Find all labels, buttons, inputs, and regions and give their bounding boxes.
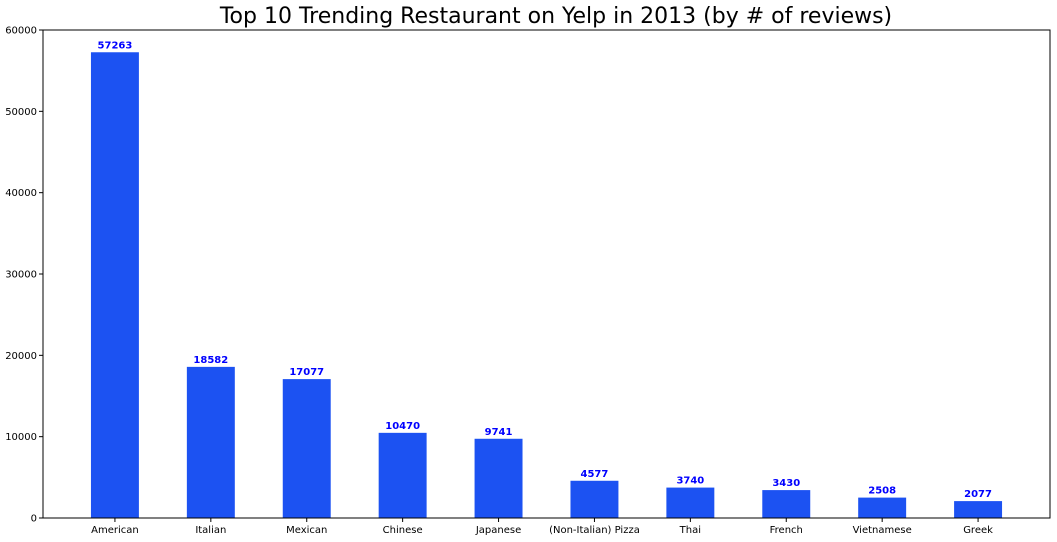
y-tick-label: 10000 bbox=[5, 432, 37, 443]
chart-title: Top 10 Trending Restaurant on Yelp in 20… bbox=[219, 4, 892, 29]
bar-chinese bbox=[378, 432, 427, 518]
bar-italian bbox=[186, 366, 235, 518]
x-tick-label: (Non-Italian) Pizza bbox=[549, 525, 640, 536]
bar-non-italian-pizza bbox=[570, 480, 619, 518]
x-ticks-layer: American Italian Mexican Chinese Japanese (No… bbox=[91, 518, 993, 536]
bar-value-label: 10470 bbox=[385, 421, 420, 432]
bar-japanese bbox=[474, 438, 523, 518]
x-tick-label: Mexican bbox=[286, 525, 327, 536]
bar-value-label: 17077 bbox=[289, 367, 324, 378]
y-tick-label: 0 bbox=[31, 514, 37, 525]
x-tick-label: Thai bbox=[679, 525, 701, 536]
bar-value-label: 4577 bbox=[581, 469, 609, 480]
x-tick-label: Chinese bbox=[383, 525, 423, 536]
x-tick-label: Vietnamese bbox=[853, 525, 912, 536]
bar-value-label: 3430 bbox=[772, 478, 800, 489]
y-tick-label: 40000 bbox=[5, 188, 37, 199]
x-tick-label: Greek bbox=[963, 525, 993, 536]
bar-value-label: 9741 bbox=[485, 427, 513, 438]
bar-value-label: 18582 bbox=[193, 355, 228, 366]
x-tick-label: Japanese bbox=[475, 525, 521, 536]
bar-french bbox=[762, 490, 811, 518]
y-tick-label: 30000 bbox=[5, 270, 37, 281]
x-tick-label: French bbox=[770, 525, 803, 536]
y-tick-label: 20000 bbox=[5, 351, 37, 362]
bars-layer bbox=[90, 52, 1003, 518]
bar-value-label: 2077 bbox=[964, 489, 992, 500]
bar-value-label: 2508 bbox=[868, 486, 896, 497]
bar-mexican bbox=[282, 379, 331, 518]
bar-value-label: 57263 bbox=[98, 40, 133, 51]
y-tick-label: 50000 bbox=[5, 107, 37, 118]
bar-greek bbox=[954, 501, 1003, 518]
bar-value-label: 3740 bbox=[676, 476, 704, 487]
bar-american bbox=[90, 52, 139, 518]
bar-vietnamese bbox=[858, 497, 907, 518]
y-ticks-layer: 0 10000 20000 30000 40000 50000 60000 bbox=[5, 26, 43, 525]
x-tick-label: Italian bbox=[195, 525, 226, 536]
value-labels-layer: 57263 18582 17077 10470 9741 4577 3740 3430 2508… bbox=[98, 40, 992, 500]
bar-thai bbox=[666, 487, 715, 518]
x-tick-label: American bbox=[91, 525, 139, 536]
y-tick-label: 60000 bbox=[5, 26, 37, 37]
